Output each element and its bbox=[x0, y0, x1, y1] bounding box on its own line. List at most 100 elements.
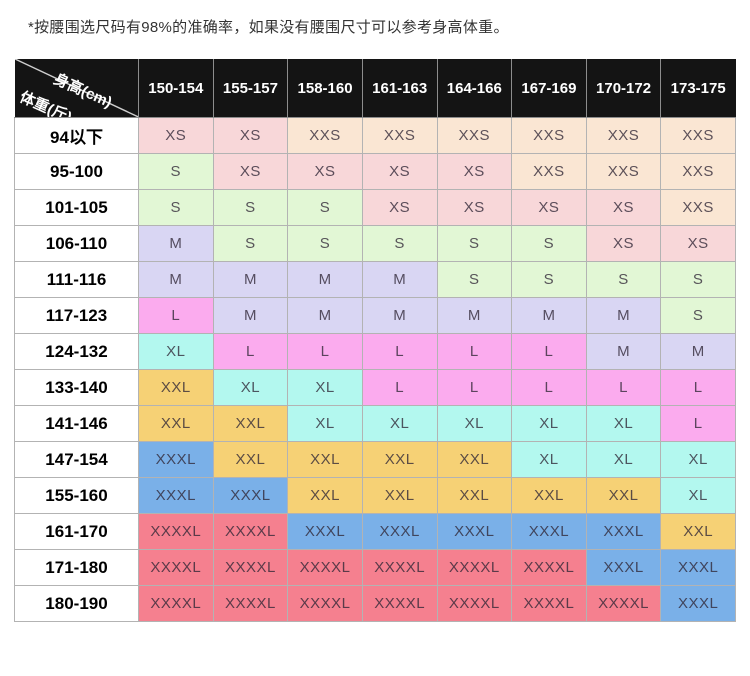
size-cell: S bbox=[511, 261, 587, 298]
table-row: 117-123 L M M M M M M S bbox=[14, 297, 736, 334]
weight-row-header: 141-146 bbox=[14, 405, 139, 442]
size-cell: XXS bbox=[585, 153, 662, 190]
size-cell: S bbox=[511, 225, 587, 262]
size-cell: XXL bbox=[287, 477, 363, 514]
table-row: 161-170 XXXXL XXXXL XXXL XXXL XXXL XXXL XXXL XXL bbox=[14, 513, 736, 550]
size-cell: XXXXL bbox=[138, 585, 214, 622]
size-cell: XS bbox=[212, 117, 289, 154]
table-row: 111-116 M M M M S S S S bbox=[14, 261, 736, 298]
size-cell: XXXL bbox=[585, 513, 662, 550]
size-cell: XXS bbox=[585, 117, 662, 154]
size-cell: XS bbox=[212, 153, 289, 190]
size-cell: M bbox=[511, 297, 587, 334]
size-cell: XL bbox=[138, 333, 214, 370]
size-cell: XXL bbox=[660, 513, 736, 550]
size-cell: XL bbox=[585, 441, 662, 478]
height-col-header: 158-160 bbox=[287, 59, 363, 118]
weight-row-header: 106-110 bbox=[14, 225, 139, 262]
size-cell: XL bbox=[361, 405, 438, 442]
size-cell: XL bbox=[511, 441, 587, 478]
size-cell: XXS bbox=[436, 117, 513, 154]
size-cell: S bbox=[138, 189, 214, 226]
size-cell: XXXXL bbox=[511, 585, 587, 622]
size-cell: XXXXL bbox=[511, 549, 587, 586]
size-cell: XXXXL bbox=[212, 549, 289, 586]
note-text: *按腰围选尺码有98%的准确率，如果没有腰围尺寸可以参考身高体重。 bbox=[28, 19, 509, 36]
weight-row-header: 147-154 bbox=[14, 441, 139, 478]
size-cell: XXXL bbox=[660, 549, 736, 586]
size-cell: XXS bbox=[511, 117, 587, 154]
size-cell: XXXXL bbox=[212, 585, 289, 622]
table-row: 106-110 M S S S S S XS XS bbox=[14, 225, 736, 262]
size-cell: XXL bbox=[212, 405, 289, 442]
size-cell: XXXXL bbox=[361, 585, 438, 622]
size-cell: M bbox=[287, 297, 363, 334]
size-cell: XL bbox=[287, 405, 363, 442]
height-col-header: 164-166 bbox=[437, 59, 513, 118]
size-cell: XXL bbox=[436, 477, 513, 514]
table-row: 171-180 XXXXL XXXXL XXXXL XXXXL XXXXL XXXXL XXX… bbox=[14, 549, 736, 586]
size-cell: XL bbox=[660, 477, 736, 514]
table-row: 124-132 XL L L L L L M M bbox=[14, 333, 736, 370]
size-cell: XS bbox=[585, 189, 662, 226]
height-col-header: 150-154 bbox=[138, 59, 214, 118]
size-cell: XL bbox=[511, 405, 587, 442]
size-cell: S bbox=[361, 225, 438, 262]
size-cell: XXXXL bbox=[287, 549, 363, 586]
size-cell: XXXL bbox=[138, 477, 214, 514]
weight-row-header: 171-180 bbox=[14, 549, 139, 586]
size-cell: XXL bbox=[287, 441, 363, 478]
size-cell: M bbox=[585, 333, 662, 370]
size-cell: XL bbox=[287, 369, 363, 406]
weight-row-header: 161-170 bbox=[14, 513, 139, 550]
size-cell: XS bbox=[361, 153, 438, 190]
size-cell: XL bbox=[585, 405, 662, 442]
diagonal-divider-icon bbox=[14, 59, 138, 117]
size-cell: M bbox=[361, 261, 438, 298]
height-col-header: 173-175 bbox=[660, 59, 736, 118]
table-row: 95-100 S XS XS XS XS XXS XXS XXS bbox=[14, 153, 736, 190]
size-cell: L bbox=[436, 369, 513, 406]
weight-row-header: 180-190 bbox=[14, 585, 139, 622]
size-cell: XXXXL bbox=[436, 549, 513, 586]
size-cell: S bbox=[138, 153, 214, 190]
weight-row-header: 155-160 bbox=[14, 477, 139, 514]
size-cell: XXXXL bbox=[585, 585, 662, 622]
size-cell: XXXL bbox=[660, 585, 736, 622]
size-cell: XXXXL bbox=[287, 585, 363, 622]
size-cell: XXXL bbox=[361, 513, 438, 550]
size-cell: XXXL bbox=[511, 513, 587, 550]
size-cell: S bbox=[212, 189, 289, 226]
size-cell: XXXXL bbox=[212, 513, 289, 550]
size-cell: S bbox=[585, 261, 662, 298]
size-cell: M bbox=[138, 261, 214, 298]
size-cell: M bbox=[585, 297, 662, 334]
table-row: 155-160 XXXL XXXL XXL XXL XXL XXL XXL XL bbox=[14, 477, 736, 514]
size-chart-page: *按腰围选尺码有98%的准确率，如果没有腰围尺寸可以参考身高体重。 身高(cm)… bbox=[0, 16, 750, 622]
size-cell: XS bbox=[436, 189, 513, 226]
table-row: 147-154 XXXL XXL XXL XXL XXL XL XL XL bbox=[14, 441, 736, 478]
size-cell: XXS bbox=[660, 117, 736, 154]
size-cell: XXL bbox=[212, 441, 289, 478]
height-col-header: 155-157 bbox=[213, 59, 289, 118]
size-cell: XXS bbox=[660, 189, 736, 226]
size-cell: L bbox=[361, 333, 438, 370]
size-cell: XXXL bbox=[212, 477, 289, 514]
size-cell: XXS bbox=[511, 153, 587, 190]
weight-row-header: 101-105 bbox=[14, 189, 139, 226]
size-cell: XS bbox=[585, 225, 662, 262]
size-cell: S bbox=[660, 261, 736, 298]
size-cell: S bbox=[212, 225, 289, 262]
size-cell: L bbox=[585, 369, 662, 406]
chart-body: 94以下 XS XS XXS XXS XXS XXS XXS XXS 95-100 S XS XS XS X… bbox=[14, 117, 736, 622]
size-cell: M bbox=[212, 261, 289, 298]
weight-row-header: 95-100 bbox=[14, 153, 139, 190]
size-cell: L bbox=[361, 369, 438, 406]
size-cell: L bbox=[287, 333, 363, 370]
height-col-header: 161-163 bbox=[362, 59, 438, 118]
size-cell: XXS bbox=[361, 117, 438, 154]
size-cell: M bbox=[287, 261, 363, 298]
size-cell: L bbox=[660, 369, 736, 406]
table-row: 180-190 XXXXL XXXXL XXXXL XXXXL XXXXL XXXXL XXX… bbox=[14, 585, 736, 622]
size-cell: XXXXL bbox=[138, 549, 214, 586]
